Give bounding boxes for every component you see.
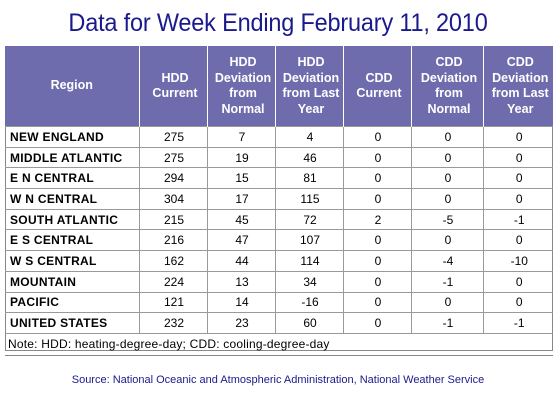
value-cell: 114 <box>275 250 344 272</box>
value-cell: -1 <box>483 209 553 231</box>
value-cell: 107 <box>275 229 344 252</box>
column-header: HDD Deviation from Normal <box>207 46 276 127</box>
column-header-region: Region <box>5 46 140 127</box>
value-cell: 23 <box>207 312 276 334</box>
value-cell: 45 <box>207 209 276 231</box>
value-cell: 19 <box>207 147 276 169</box>
header-row: Region HDD Current HDD Deviation from Norm… <box>5 46 553 127</box>
value-cell: -1 <box>411 312 484 334</box>
value-cell: 232 <box>139 312 208 334</box>
value-cell: 13 <box>207 271 276 293</box>
table-row: MIDDLE ATLANTIC 275 19 46 0 0 0 <box>5 147 553 169</box>
value-cell: 216 <box>139 229 208 252</box>
value-cell: -1 <box>483 312 553 334</box>
value-cell: 0 <box>411 167 484 190</box>
value-cell: 0 <box>343 271 412 293</box>
value-cell: 0 <box>343 147 412 169</box>
note-row: Note: HDD: heating-degree-day; CDD: cool… <box>5 333 553 356</box>
column-header: CDD Deviation from Normal <box>411 46 484 127</box>
value-cell: -10 <box>483 250 553 272</box>
table-row: E S CENTRAL 216 47 107 0 0 0 <box>5 229 553 252</box>
value-cell: 0 <box>343 167 412 190</box>
value-cell: 14 <box>207 292 276 314</box>
region-cell: SOUTH ATLANTIC <box>5 209 140 231</box>
page-title: Data for Week Ending February 11, 2010 <box>68 9 488 37</box>
value-cell: 294 <box>139 167 208 190</box>
region-cell: UNITED STATES <box>5 312 140 334</box>
value-cell: 0 <box>411 229 484 252</box>
region-cell: W N CENTRAL <box>5 188 140 210</box>
table-row: MOUNTAIN 224 13 34 0 -1 0 <box>5 271 553 293</box>
value-cell: 0 <box>343 292 412 314</box>
value-cell: 162 <box>139 250 208 272</box>
region-cell: E N CENTRAL <box>5 167 140 190</box>
value-cell: 0 <box>483 188 553 210</box>
value-cell: -16 <box>275 292 344 314</box>
value-cell: 0 <box>483 292 553 314</box>
region-cell: MOUNTAIN <box>5 271 140 293</box>
column-header: CDD Current <box>343 46 412 127</box>
value-cell: 15 <box>207 167 276 190</box>
region-cell: NEW ENGLAND <box>5 126 140 148</box>
table-row: E N CENTRAL 294 15 81 0 0 0 <box>5 167 553 190</box>
value-cell: 275 <box>139 126 208 148</box>
region-cell: E S CENTRAL <box>5 229 140 252</box>
region-cell: MIDDLE ATLANTIC <box>5 147 140 169</box>
value-cell: 115 <box>275 188 344 210</box>
value-cell: 46 <box>275 147 344 169</box>
value-cell: 0 <box>343 188 412 210</box>
value-cell: 0 <box>411 126 484 148</box>
value-cell: 4 <box>275 126 344 148</box>
column-header: HDD Current <box>139 46 208 127</box>
table-row: W N CENTRAL 304 17 115 0 0 0 <box>5 188 553 210</box>
table-note: Note: HDD: heating-degree-day; CDD: cool… <box>5 333 553 356</box>
table-row: SOUTH ATLANTIC 215 45 72 2 -5 -1 <box>5 209 553 231</box>
value-cell: 121 <box>139 292 208 314</box>
value-cell: 0 <box>343 229 412 252</box>
value-cell: 304 <box>139 188 208 210</box>
value-cell: 0 <box>483 167 553 190</box>
value-cell: 0 <box>343 250 412 272</box>
value-cell: 72 <box>275 209 344 231</box>
value-cell: 2 <box>343 209 412 231</box>
value-cell: 0 <box>343 312 412 334</box>
value-cell: 0 <box>483 147 553 169</box>
value-cell: 0 <box>483 126 553 148</box>
table-row: NEW ENGLAND 275 7 4 0 0 0 <box>5 126 553 148</box>
value-cell: 0 <box>343 126 412 148</box>
region-cell: PACIFIC <box>5 292 140 314</box>
table-row: W S CENTRAL 162 44 114 0 -4 -10 <box>5 250 553 272</box>
value-cell: -4 <box>411 250 484 272</box>
value-cell: 275 <box>139 147 208 169</box>
value-cell: 17 <box>207 188 276 210</box>
value-cell: 44 <box>207 250 276 272</box>
value-cell: 81 <box>275 167 344 190</box>
value-cell: 215 <box>139 209 208 231</box>
table-row: UNITED STATES 232 23 60 0 -1 -1 <box>5 312 553 334</box>
value-cell: -1 <box>411 271 484 293</box>
value-cell: 224 <box>139 271 208 293</box>
column-header: CDD Deviation from Last Year <box>483 46 553 127</box>
value-cell: -5 <box>411 209 484 231</box>
region-cell: W S CENTRAL <box>5 250 140 272</box>
column-header: HDD Deviation from Last Year <box>275 46 344 127</box>
value-cell: 0 <box>411 292 484 314</box>
data-table: Region HDD Current HDD Deviation from Norm… <box>5 46 553 356</box>
table-row: PACIFIC 121 14 -16 0 0 0 <box>5 292 553 314</box>
value-cell: 0 <box>483 271 553 293</box>
value-cell: 0 <box>411 147 484 169</box>
value-cell: 60 <box>275 312 344 334</box>
table-body: NEW ENGLAND 275 7 4 0 0 0 MIDDLE ATLANTIC 275 19 4… <box>5 126 553 356</box>
value-cell: 47 <box>207 229 276 252</box>
value-cell: 7 <box>207 126 276 148</box>
source-line: Source: National Oceanic and Atmospheric… <box>71 374 485 386</box>
value-cell: 0 <box>483 229 553 252</box>
value-cell: 0 <box>411 188 484 210</box>
value-cell: 34 <box>275 271 344 293</box>
